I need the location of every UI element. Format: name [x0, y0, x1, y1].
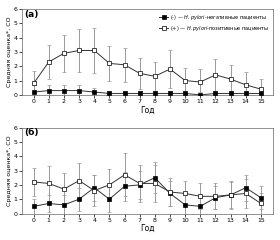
Text: (a): (a): [24, 10, 38, 19]
X-axis label: Год: Год: [140, 105, 155, 114]
Legend: (-) — $\mathit{H.pylori}$-негативные пациенты, (+) — $\mathit{H.pylori}$-позитив: (-) — $\mathit{H.pylori}$-негативные пац…: [158, 12, 270, 35]
Y-axis label: Средняя оценка*, СО: Средняя оценка*, СО: [7, 17, 12, 87]
X-axis label: Год: Год: [140, 224, 155, 233]
Y-axis label: Средняя оценка*, СО: Средняя оценка*, СО: [7, 135, 12, 206]
Text: (б): (б): [24, 128, 39, 138]
